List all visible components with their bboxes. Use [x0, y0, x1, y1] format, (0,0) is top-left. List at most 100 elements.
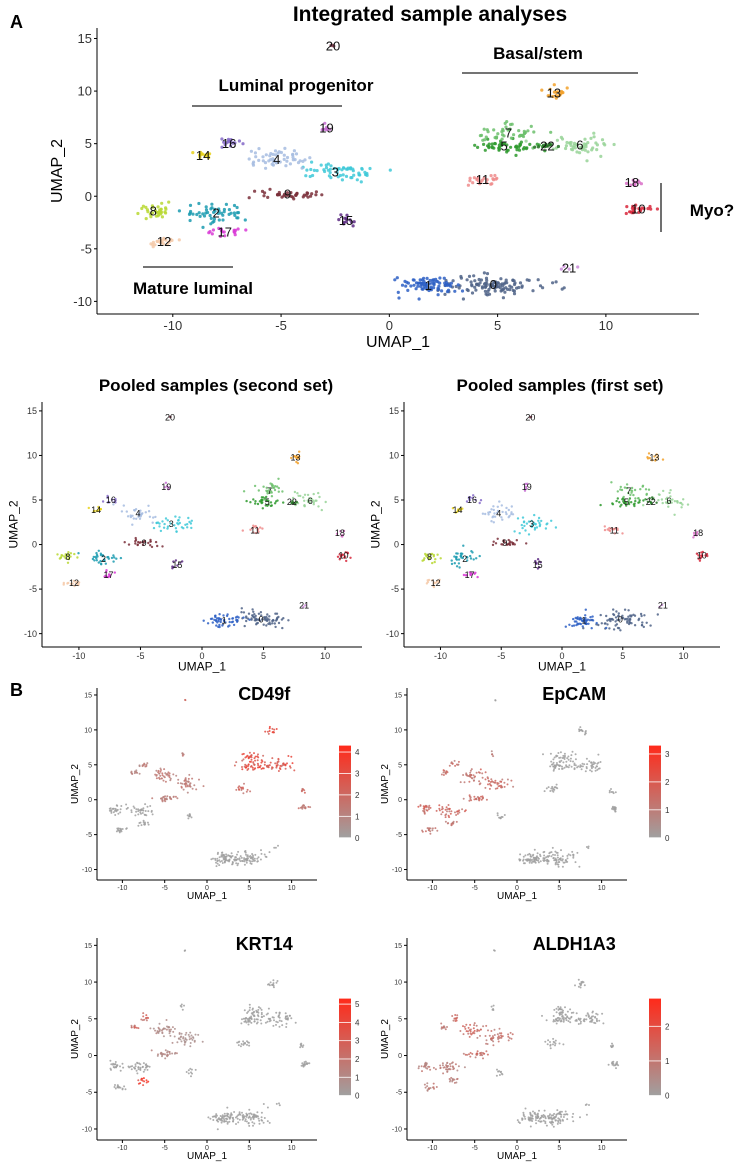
- cell-point: [499, 277, 503, 281]
- cell-point: [612, 527, 615, 531]
- cell-point: [572, 141, 577, 145]
- cell-point: [525, 522, 529, 525]
- cell-point: [242, 792, 245, 795]
- cell-point: [250, 1021, 253, 1024]
- y-tick-label: 5: [88, 1016, 92, 1023]
- cell-point: [247, 763, 250, 766]
- cell-point: [238, 857, 241, 860]
- cell-point: [262, 623, 265, 626]
- x-tick-label: 10: [288, 885, 296, 892]
- cell-point: [184, 785, 187, 788]
- cell-point: [154, 1029, 157, 1032]
- cell-point: [440, 1022, 443, 1025]
- cell-point: [488, 1034, 491, 1037]
- y-tick-label: -5: [391, 584, 399, 594]
- cell-point: [309, 806, 312, 809]
- cell-point: [500, 504, 503, 507]
- cell-point: [569, 1008, 572, 1011]
- cell-point: [557, 1121, 560, 1123]
- cluster-label-3: 3: [332, 165, 339, 180]
- cell-point: [99, 552, 103, 555]
- cell-point: [500, 1070, 502, 1073]
- cluster-label-18: 18: [625, 175, 639, 190]
- cell-point: [564, 144, 569, 148]
- cell-point: [572, 855, 575, 857]
- cell-point: [589, 1017, 592, 1020]
- cell-point: [260, 1111, 263, 1114]
- cell-point: [550, 855, 553, 858]
- cell-point: [492, 505, 495, 508]
- cell-point: [453, 1017, 456, 1020]
- cell-point: [146, 762, 149, 765]
- cell-point: [575, 623, 578, 627]
- x-tick-label: 10: [320, 651, 330, 661]
- cell-point: [559, 857, 562, 860]
- cluster-label-21: 21: [658, 600, 668, 610]
- cell-point: [615, 610, 618, 613]
- cell-point: [150, 211, 155, 215]
- cluster-2-points: [434, 1061, 466, 1075]
- cell-point: [538, 1117, 541, 1120]
- cell-point: [595, 765, 598, 768]
- cell-point: [560, 849, 562, 852]
- cell-point: [594, 766, 597, 769]
- cell-point: [275, 981, 278, 984]
- cell-point: [469, 1023, 472, 1026]
- cell-point: [492, 280, 496, 284]
- cell-point: [598, 767, 601, 770]
- cell-point: [558, 1042, 561, 1045]
- cell-point: [145, 1019, 148, 1022]
- cell-point: [175, 774, 178, 777]
- cell-point: [551, 94, 555, 99]
- cell-point: [248, 618, 251, 621]
- cell-point: [552, 765, 555, 768]
- cell-point: [210, 206, 214, 210]
- cell-point: [247, 1018, 250, 1021]
- cluster-17-points: [103, 569, 117, 579]
- cell-point: [206, 153, 210, 157]
- cell-point: [287, 755, 290, 757]
- cell-point: [197, 211, 201, 215]
- cell-point: [146, 821, 149, 824]
- cell-point: [266, 730, 269, 733]
- cluster-label-4: 4: [496, 509, 501, 519]
- cell-point: [529, 1113, 532, 1116]
- cell-point: [428, 278, 432, 283]
- cell-point: [649, 207, 653, 211]
- cluster-label-18: 18: [693, 528, 703, 538]
- cell-point: [181, 754, 184, 757]
- cell-point: [269, 761, 272, 764]
- cell-point: [552, 1020, 555, 1023]
- cell-point: [616, 497, 619, 500]
- cell-point: [637, 497, 640, 500]
- cluster-3-points: [301, 160, 392, 184]
- cell-point: [150, 1049, 153, 1052]
- cell-point: [561, 1017, 564, 1020]
- cluster-12-points: [425, 578, 441, 589]
- cell-point: [445, 806, 448, 809]
- cell-point: [143, 1018, 146, 1021]
- cell-point: [112, 554, 115, 557]
- cluster-7-points: [478, 120, 553, 150]
- cell-point: [268, 1121, 271, 1124]
- cell-point: [277, 490, 280, 493]
- cell-point: [226, 140, 231, 144]
- cluster-8-points: [56, 551, 79, 564]
- cell-point: [608, 789, 611, 792]
- cell-point: [585, 846, 588, 848]
- cluster-3-points: [169, 1031, 204, 1048]
- cell-point: [484, 512, 487, 516]
- cell-point: [485, 1039, 488, 1042]
- cell-point: [219, 620, 222, 624]
- cell-point: [163, 486, 166, 489]
- cell-point: [657, 499, 660, 502]
- cell-point: [534, 858, 537, 861]
- cell-point: [561, 757, 564, 759]
- cell-point: [173, 1027, 176, 1030]
- cell-point: [480, 286, 484, 290]
- cell-point: [587, 845, 590, 848]
- cell-point: [553, 1117, 556, 1120]
- cell-point: [442, 1066, 445, 1069]
- cell-point: [409, 284, 413, 288]
